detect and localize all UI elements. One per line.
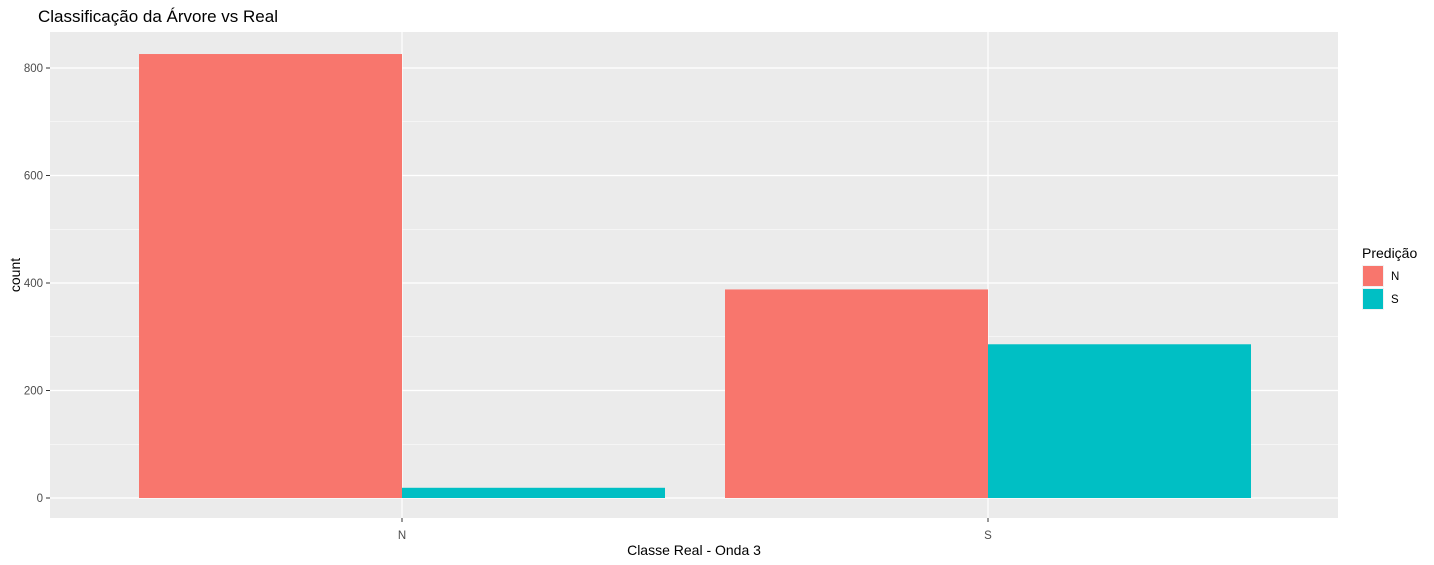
bar-S-N bbox=[725, 289, 988, 498]
y-tick-label: 800 bbox=[24, 63, 43, 75]
x-axis-label: Classe Real - Onda 3 bbox=[627, 542, 761, 558]
y-tick-label: 200 bbox=[24, 386, 43, 398]
x-tick-label: N bbox=[398, 530, 406, 542]
legend-label-S: S bbox=[1391, 294, 1399, 306]
legend-label-N: N bbox=[1391, 271, 1399, 283]
legend-title: Predição bbox=[1362, 245, 1417, 261]
y-tick-label: 400 bbox=[24, 278, 43, 290]
y-tick-label: 0 bbox=[37, 493, 43, 505]
legend-swatch-S bbox=[1363, 289, 1383, 309]
bar-N-N bbox=[139, 54, 402, 499]
y-tick-label: 600 bbox=[24, 171, 43, 183]
bar-N-S bbox=[402, 487, 665, 498]
legend: Predição NS bbox=[1362, 245, 1417, 310]
y-axis: 0 200 400 600 800 bbox=[24, 63, 50, 505]
bars bbox=[139, 54, 1251, 499]
y-axis-label: count bbox=[7, 258, 23, 292]
chart-title: Classificação da Árvore vs Real bbox=[38, 7, 278, 26]
x-tick-label: S bbox=[984, 530, 992, 542]
legend-items: NS bbox=[1362, 265, 1399, 310]
legend-swatch-N bbox=[1363, 266, 1383, 286]
bar-S-S bbox=[988, 344, 1251, 498]
